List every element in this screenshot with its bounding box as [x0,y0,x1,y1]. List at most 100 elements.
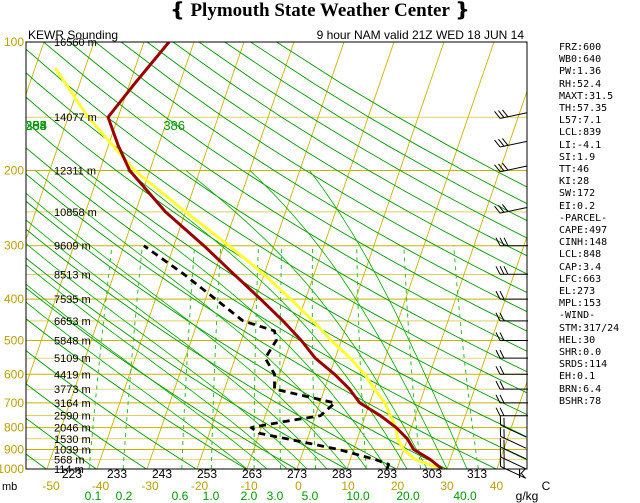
mb-label: mb [2,481,17,493]
wind-barb [495,349,528,359]
mixing-ratio-line [88,245,113,469]
theta-bottom-label: 313 [467,467,487,481]
banner-title: ❴ Plymouth State Weather Center ❵ [0,0,640,22]
plot-frame [25,41,528,470]
theta-label: 386 [163,118,185,133]
pressure-label: 100 [4,35,24,49]
theta-bottom-label: 283 [332,467,352,481]
dry-adiabat [26,417,97,469]
dry-adiabat [26,383,147,469]
index-item: -WIND- [559,310,596,322]
wind-barb [495,266,528,275]
pressure-label: 1000 [0,462,24,476]
index-item: L57:7.1 [559,115,602,127]
banner-title-text: Plymouth State Weather Center [190,0,450,21]
index-item: EH:0.1 [559,371,596,383]
mixing-ratio-line [356,245,367,469]
index-item: LFC:663 [559,273,602,285]
pressure-label: 400 [4,292,24,306]
temperature-axis-label: -20 [191,479,209,493]
theta-bottom-label: 293 [377,467,397,481]
isotherm-line [146,42,295,469]
wind-barb [499,416,527,438]
wind-barb [495,290,528,300]
index-item: CAPE:497 [559,225,608,237]
height-label: 1530 m [54,434,91,446]
mixing-ratio-line [311,245,317,469]
mixing-ratio-label: 0.6 [172,489,189,503]
parcel-path [53,67,443,469]
dry-adiabat [26,72,527,394]
valid-time-label: 9 hour NAM valid 21Z WED 18 JUN 14 [317,28,525,42]
index-item: STM:317/24 [559,322,620,334]
index-item: RH:52.4 [559,78,602,90]
temperature-axis-label: -10 [240,479,258,493]
height-label: 3164 m [54,398,91,410]
height-label: 9609 m [54,241,91,253]
mixing-ratio-line [253,245,259,469]
dry-adiabat [26,173,497,469]
station-label: KEWR Sounding [28,28,118,42]
isotherm-line [446,235,527,469]
mixing-ratio-line [210,245,222,469]
isotherm-line [26,42,145,387]
temperature-line [106,42,443,469]
index-item: CINH:148 [559,237,608,249]
height-label: 10858 m [54,207,97,219]
mixing-ratio-label: 10.0 [346,489,370,503]
height-label: 14077 m [54,112,97,124]
isotherm-line [26,42,95,241]
index-item: FRZ:600 [559,42,602,53]
mixing-ratio-label: g/kg [516,489,539,503]
dry-adiabat [43,42,527,352]
dry-adiabat [26,318,247,469]
mixing-ratio-label: 1.0 [203,489,220,503]
mixing-ratio-label: 2.0 [241,489,258,503]
moist-adiabat [126,170,408,469]
height-label: 114 m [54,464,84,476]
dry-adiabat [224,42,527,222]
moist-adiabat [249,170,448,469]
wind-barb [499,438,527,460]
dry-adiabat [146,42,527,275]
theta-bottom-label: 263 [242,467,262,481]
temperature-axis-label: -50 [42,479,60,493]
temperature-axis-label: C [542,479,551,493]
pressure-label: 600 [4,367,24,381]
index-item: MAXT:31.5 [559,90,614,102]
mixing-ratio-line [403,245,422,469]
bird-icon-left: ❴ [169,0,191,21]
wind-barb [495,312,528,322]
theta-bottom-label: 253 [197,467,217,481]
height-label: 2590 m [54,411,91,423]
index-item: TT:46 [559,164,590,176]
isotherm-line [496,380,527,469]
moist-adiabat [26,301,248,469]
dry-adiabat [26,200,447,469]
index-item: SHR:0.0 [559,347,602,359]
dry-adiabat [26,121,527,438]
isotherm-line [396,89,527,469]
wind-barb [494,162,528,173]
moist-adiabat [26,242,308,469]
theta-bottom-label: 233 [107,467,127,481]
height-label: 568 m [54,454,85,466]
wind-barb [494,204,528,214]
isotherm-line [296,42,445,469]
moist-adiabat [26,192,348,469]
index-item: BSHR:78 [559,395,602,407]
pressure-label: 300 [4,239,24,253]
theta-label: 283 [25,118,47,133]
pressure-label: 700 [4,396,24,410]
dry-adiabat [198,42,527,239]
mixing-ratio-label: 5.0 [302,489,319,503]
temperature-axis-label: -40 [92,479,110,493]
isotherm-line [96,42,245,469]
height-label: 12311 m [54,166,96,178]
moist-adiabat [26,264,288,469]
banner: ❴ Plymouth State Weather Center ❵ [0,0,640,24]
height-label: 2046 m [54,423,91,435]
wind-barb [499,448,527,470]
index-item: KI:28 [559,176,590,188]
